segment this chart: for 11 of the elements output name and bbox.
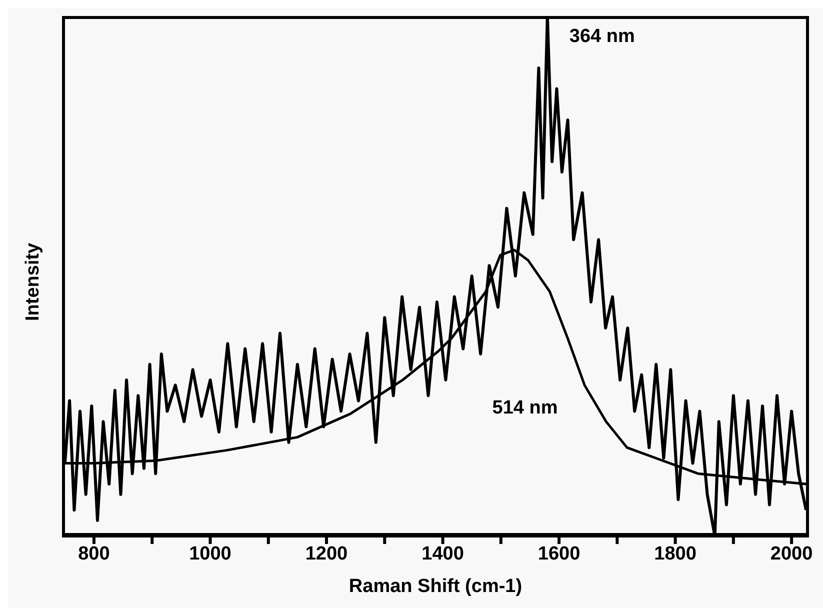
x-tick-label: 1600	[538, 543, 580, 564]
y-axis-title: Intensity	[22, 242, 44, 321]
x-tick-label: 800	[78, 543, 110, 564]
x-tick-label: 1000	[189, 543, 232, 564]
x-tick-label: 1800	[654, 543, 696, 564]
x-tick-label: 2000	[770, 543, 813, 564]
series-label: 364 nm	[569, 26, 635, 47]
x-tick-label: 1200	[305, 543, 348, 564]
x-axis-title: Raman Shift (cm-1)	[348, 576, 522, 597]
series-label: 514 nm	[492, 397, 558, 418]
x-tick-label: 1400	[422, 543, 464, 564]
